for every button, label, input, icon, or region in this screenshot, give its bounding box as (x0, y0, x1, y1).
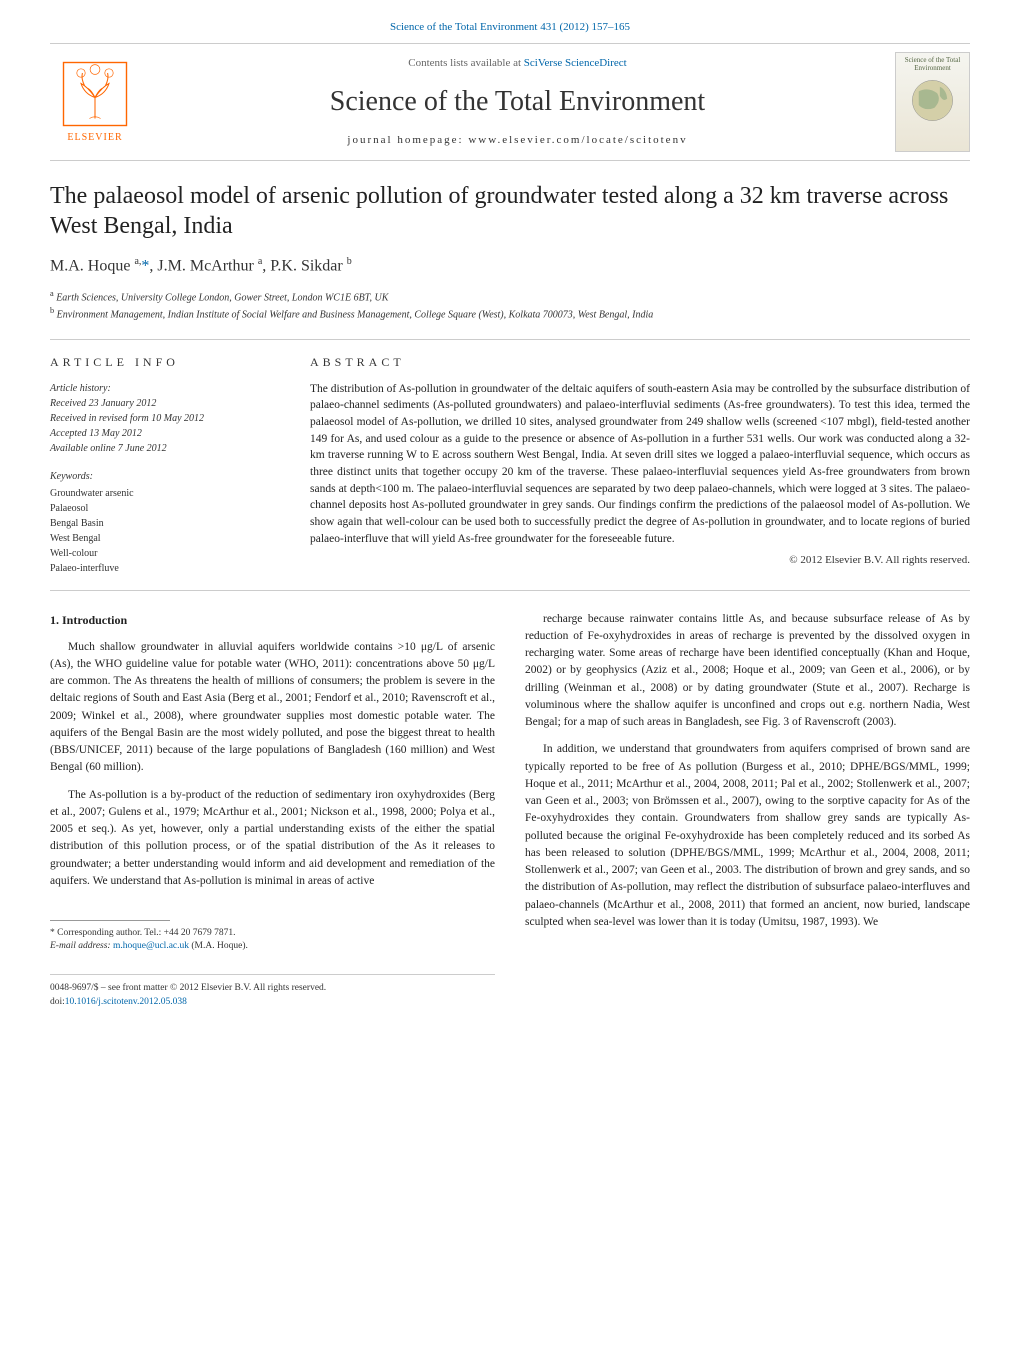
abstract-copyright: © 2012 Elsevier B.V. All rights reserved… (310, 553, 970, 568)
footnote-separator (50, 920, 170, 921)
history-accepted: Accepted 13 May 2012 (50, 426, 280, 441)
affiliations: a Earth Sciences, University College Lon… (50, 288, 970, 323)
keyword-item: Palaeo-interfluve (50, 561, 280, 576)
corresponding-footnote: * Corresponding author. Tel.: +44 20 767… (50, 927, 495, 954)
homepage-prefix: journal homepage: (347, 134, 468, 146)
publisher-name: ELSEVIER (67, 131, 122, 145)
history-revised: Received in revised form 10 May 2012 (50, 411, 280, 426)
journal-name: Science of the Total Environment (140, 82, 895, 121)
affiliation-a-text: Earth Sciences, University College Londo… (56, 292, 388, 303)
author-1: M.A. Hoque (50, 258, 134, 275)
header-center: Contents lists available at SciVerse Sci… (140, 56, 895, 148)
abstract-text: The distribution of As-pollution in grou… (310, 381, 970, 548)
author-3-affil: b (347, 256, 352, 267)
publisher-logo: ELSEVIER (50, 52, 140, 152)
keyword-item: Well-colour (50, 546, 280, 561)
history-label: Article history: (50, 381, 280, 396)
contents-prefix: Contents lists available at (408, 57, 523, 69)
keyword-item: Bengal Basin (50, 516, 280, 531)
cover-globe-icon (905, 73, 960, 128)
doi-link[interactable]: 10.1016/j.scitotenv.2012.05.038 (65, 997, 187, 1007)
running-head: Science of the Total Environment 431 (20… (50, 20, 970, 35)
article-info-label: ARTICLE INFO (50, 354, 280, 371)
sciencedirect-link[interactable]: SciVerse ScienceDirect (524, 57, 627, 69)
body-paragraph: recharge because rainwater contains litt… (525, 611, 970, 732)
keyword-item: West Bengal (50, 531, 280, 546)
body-paragraph: The As-pollution is a by-product of the … (50, 787, 495, 891)
email-link[interactable]: m.hoque@ucl.ac.uk (113, 941, 189, 951)
affiliation-a: a Earth Sciences, University College Lon… (50, 288, 970, 305)
meta-section: ARTICLE INFO Article history: Received 2… (50, 339, 970, 591)
keywords-list: Groundwater arsenic Palaeosol Bengal Bas… (50, 486, 280, 576)
article-history: Article history: Received 23 January 201… (50, 381, 280, 456)
corr-email-line: E-mail address: m.hoque@ucl.ac.uk (M.A. … (50, 940, 495, 953)
doi-label: doi: (50, 997, 65, 1007)
author-3: P.K. Sikdar (270, 258, 346, 275)
abstract-label: ABSTRACT (310, 354, 970, 371)
contents-available: Contents lists available at SciVerse Sci… (140, 56, 895, 71)
abstract-block: ABSTRACT The distribution of As-pollutio… (310, 354, 970, 576)
email-label: E-mail address: (50, 941, 113, 951)
corr-tel: * Corresponding author. Tel.: +44 20 767… (50, 927, 495, 940)
body-paragraph: In addition, we understand that groundwa… (525, 741, 970, 931)
section-heading-intro: 1. Introduction (50, 611, 495, 629)
journal-cover-thumbnail: Science of the Total Environment (895, 52, 970, 152)
right-column: recharge because rainwater contains litt… (525, 611, 970, 1010)
email-suffix: (M.A. Hoque). (189, 941, 248, 951)
issn-line: 0048-9697/$ – see front matter © 2012 El… (50, 981, 495, 995)
history-online: Available online 7 June 2012 (50, 441, 280, 456)
footer-block: 0048-9697/$ – see front matter © 2012 El… (50, 974, 495, 1010)
journal-homepage: journal homepage: www.elsevier.com/locat… (140, 133, 895, 148)
cover-title: Science of the Total Environment (900, 57, 965, 72)
body-paragraph: Much shallow groundwater in alluvial aqu… (50, 639, 495, 777)
body-columns: 1. Introduction Much shallow groundwater… (50, 611, 970, 1010)
article-info-block: ARTICLE INFO Article history: Received 2… (50, 354, 280, 576)
left-column: 1. Introduction Much shallow groundwater… (50, 611, 495, 1010)
journal-header: ELSEVIER Contents lists available at Sci… (50, 43, 970, 161)
affiliation-b: b Environment Management, Indian Institu… (50, 305, 970, 322)
homepage-url: www.elsevier.com/locate/scitotenv (468, 134, 687, 146)
keyword-item: Palaeosol (50, 501, 280, 516)
author-list: M.A. Hoque a,*, J.M. McArthur a, P.K. Si… (50, 255, 970, 278)
keywords-label: Keywords: (50, 470, 280, 484)
affiliation-b-text: Environment Management, Indian Institute… (57, 310, 654, 321)
keyword-item: Groundwater arsenic (50, 486, 280, 501)
history-received: Received 23 January 2012 (50, 396, 280, 411)
doi-line: doi:10.1016/j.scitotenv.2012.05.038 (50, 995, 495, 1009)
article-title: The palaeosol model of arsenic pollution… (50, 181, 970, 241)
elsevier-tree-icon (60, 59, 130, 129)
author-2: J.M. McArthur (157, 258, 257, 275)
